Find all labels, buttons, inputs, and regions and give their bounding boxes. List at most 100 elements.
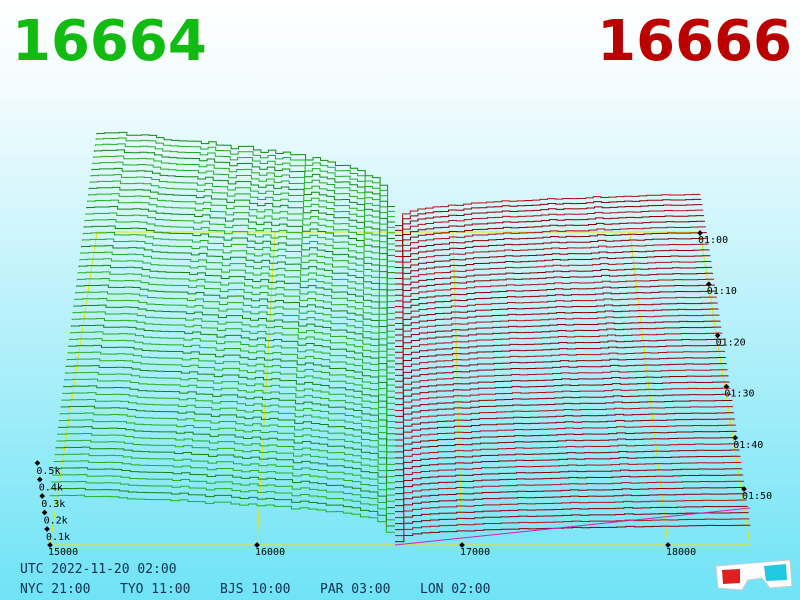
ask-curve <box>395 226 706 258</box>
bid-curve <box>83 225 395 291</box>
tick-dot <box>44 526 50 532</box>
bid-curve <box>53 460 395 502</box>
ask-curve <box>395 232 707 263</box>
time-tick-label: 01:50 <box>742 491 772 502</box>
bid-curve <box>63 385 395 435</box>
bid-curve <box>88 186 395 256</box>
bid-curve <box>59 412 395 459</box>
bid-curve <box>51 480 395 521</box>
bid-curve <box>81 245 395 309</box>
bid-curve <box>93 149 395 223</box>
bid-curve <box>85 212 395 279</box>
ask-curve <box>395 399 733 423</box>
ask-curve <box>395 290 716 319</box>
bid-curve <box>92 161 395 234</box>
ask-curve <box>395 272 714 302</box>
time-tick-label: 01:20 <box>716 337 746 348</box>
time-tick-label: 01:10 <box>707 286 737 297</box>
bid-curve <box>94 143 395 218</box>
bid-curve <box>66 358 395 410</box>
ask-curve <box>395 375 729 400</box>
ask-curve <box>395 204 703 236</box>
ask-curve <box>395 449 740 471</box>
bid-curve <box>89 180 395 251</box>
bid-curve <box>68 344 395 398</box>
bid-curve <box>90 174 395 245</box>
bid-curve <box>82 231 395 297</box>
tick-dot <box>665 542 671 548</box>
ask-curve <box>395 296 717 325</box>
depth-tick-label: 0.5k <box>36 466 60 477</box>
ask-curve <box>395 350 726 376</box>
anaglyph-glasses <box>715 559 793 591</box>
ask-curve <box>395 344 725 371</box>
tick-dot <box>459 542 465 548</box>
zone-time: PAR 03:00 <box>320 582 390 597</box>
bid-curve <box>75 291 395 350</box>
bid-curve <box>87 199 395 268</box>
zone-time: LON 02:00 <box>420 582 490 597</box>
bid-curve <box>52 467 395 508</box>
ask-curve <box>395 215 705 247</box>
bid-curve <box>69 338 395 392</box>
bid-curve <box>49 494 395 533</box>
ask-curve <box>395 499 747 519</box>
bid-curve <box>64 371 395 423</box>
tick-dot <box>723 383 730 390</box>
price-tick-label: 18000 <box>666 547 696 558</box>
time-tick-label: 01:00 <box>698 235 728 246</box>
ask-curve <box>395 243 709 274</box>
bid-curve <box>70 324 395 380</box>
ask-curve <box>395 424 736 447</box>
ask-curve <box>395 406 734 429</box>
bid-curve <box>58 426 395 471</box>
depth-tick-label: 0.1k <box>46 532 70 543</box>
ask-curve <box>395 193 701 227</box>
tick-dot <box>732 434 739 441</box>
bid-price: 16664 <box>12 9 207 74</box>
bid-curve <box>65 365 395 416</box>
tick-dot <box>714 332 721 339</box>
ask-curve <box>395 443 739 465</box>
price-tick-label: 17000 <box>460 547 490 558</box>
ask-curve <box>395 266 713 296</box>
ask-curve <box>395 524 751 543</box>
time-tick-label: 01:30 <box>724 389 754 400</box>
bid-curve <box>67 351 395 404</box>
ask-curve <box>395 369 728 394</box>
ask-curve <box>395 308 719 336</box>
bid-curve <box>84 218 395 285</box>
depth-tick-label: 0.4k <box>39 483 63 494</box>
bid-curve <box>74 297 395 356</box>
bid-curve <box>80 251 395 314</box>
bid-curve <box>72 311 395 368</box>
depth-waterfall <box>49 131 751 546</box>
ask-curve <box>395 314 720 342</box>
ask-curve <box>395 326 722 353</box>
zone-time: TYO 11:00 <box>120 582 190 597</box>
ask-curve <box>395 518 750 537</box>
bid-curve <box>62 392 395 441</box>
ask-curve <box>395 505 748 525</box>
tick-dot <box>705 281 712 288</box>
ask-curve <box>395 393 732 417</box>
ask-curve <box>395 381 730 406</box>
bid-curve <box>79 258 395 320</box>
ask-curve <box>395 249 710 279</box>
ask-curve <box>395 278 715 307</box>
bid-curve <box>73 304 395 362</box>
zone-time: BJS 10:00 <box>220 582 290 597</box>
tick-dot <box>254 542 260 548</box>
ask-curve <box>395 437 738 459</box>
ask-curve <box>395 209 704 242</box>
bid-curve <box>96 131 395 207</box>
ask-curve <box>395 512 749 531</box>
bid-curve <box>87 193 395 262</box>
bid-curve <box>70 331 395 386</box>
bid-curve <box>71 318 395 374</box>
tick-dot <box>741 486 747 492</box>
ask-curve <box>395 284 716 313</box>
ask-curve <box>395 261 712 291</box>
depth-tick-label: 0.2k <box>44 516 68 527</box>
